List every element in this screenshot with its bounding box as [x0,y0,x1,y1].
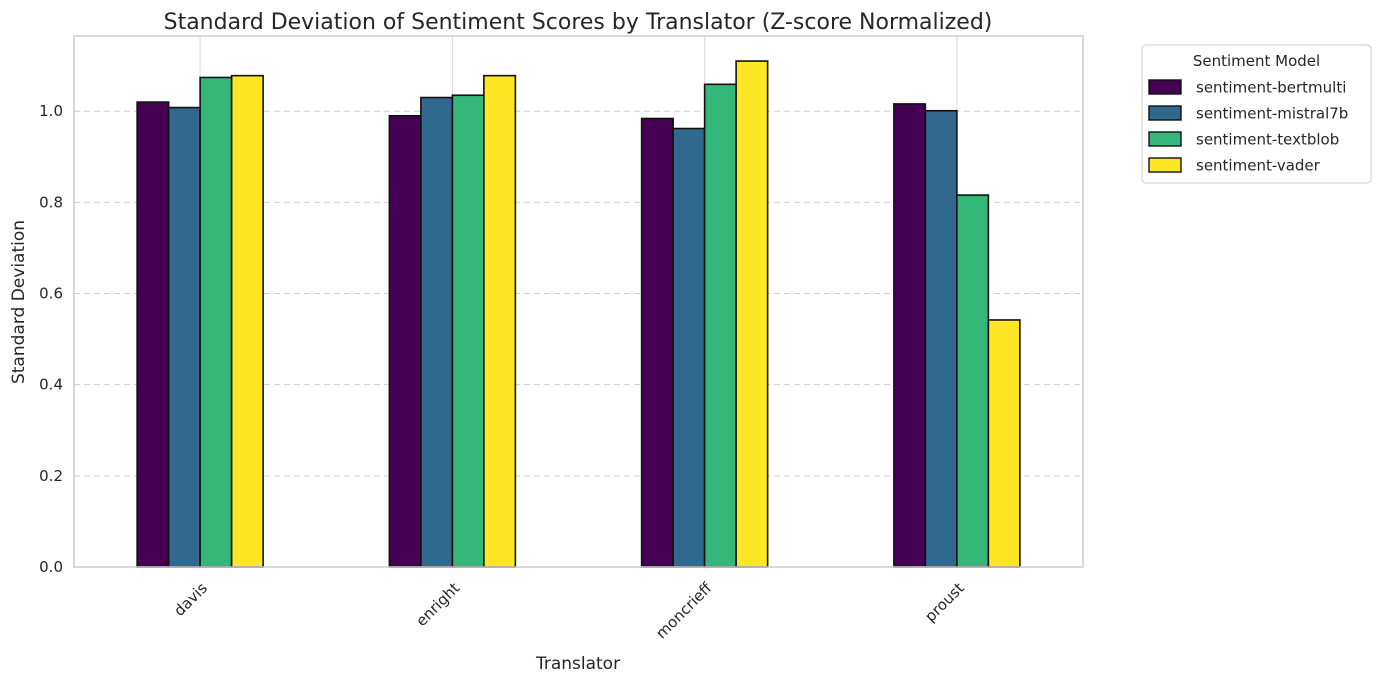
legend-swatch-sentiment-textblob[interactable] [1148,131,1182,147]
legend-label-sentiment-bertmulti[interactable]: sentiment-bertmulti [1196,79,1346,97]
legend-label-sentiment-textblob[interactable]: sentiment-textblob [1196,131,1339,149]
bar-sentiment-textblob-moncrieff [703,83,737,568]
legend-swatch-sentiment-vader[interactable] [1148,157,1182,173]
x-tick-label: moncrieff [652,579,716,643]
bar-sentiment-textblob-davis [199,76,233,568]
bar-sentiment-textblob-enright [451,94,485,568]
bar-sentiment-mistral7b-enright [420,96,454,568]
bar-sentiment-bertmulti-enright [388,114,422,568]
chart-title: Standard Deviation of Sentiment Scores b… [164,10,993,35]
bar-sentiment-vader-proust [987,319,1021,568]
y-tick-label: 1.0 [39,102,63,120]
legend-swatch-sentiment-mistral7b[interactable] [1148,105,1182,121]
x-tick-label: enright [412,579,463,630]
bar-sentiment-vader-davis [230,74,264,568]
y-tick-label: 0.6 [39,285,63,303]
legend-title: Sentiment Model [1193,52,1320,70]
bars [136,60,1021,568]
legend-frame [1141,44,1372,184]
bar-sentiment-bertmulti-moncrieff [640,117,674,568]
bar-sentiment-bertmulti-proust [893,103,927,568]
plot-frame [73,35,1084,568]
x-tick-label: davis [170,579,211,620]
bar-sentiment-mistral7b-davis [167,106,201,568]
y-tick-label: 0.0 [39,558,63,576]
legend-swatch-sentiment-bertmulti[interactable] [1148,79,1182,95]
legend[interactable]: Sentiment Model sentiment-bertmulti sentim… [1141,44,1372,184]
y-tick-label: 0.2 [39,467,63,485]
x-axis-label: Translator [535,654,620,674]
bar-sentiment-textblob-proust [956,194,990,568]
x-tick-label: proust [921,579,968,626]
bar-sentiment-vader-enright [483,74,517,568]
bar-sentiment-bertmulti-davis [136,101,170,568]
bar-sentiment-mistral7b-proust [924,109,958,568]
legend-label-sentiment-mistral7b[interactable]: sentiment-mistral7b [1196,105,1348,123]
bar-sentiment-vader-moncrieff [735,60,769,568]
legend-label-sentiment-vader[interactable]: sentiment-vader [1196,157,1321,175]
y-tick-label: 0.4 [39,376,63,394]
y-tick-label: 0.8 [39,193,63,211]
bar-sentiment-mistral7b-moncrieff [672,127,706,568]
y-axis-label: Standard Deviation [9,220,29,384]
